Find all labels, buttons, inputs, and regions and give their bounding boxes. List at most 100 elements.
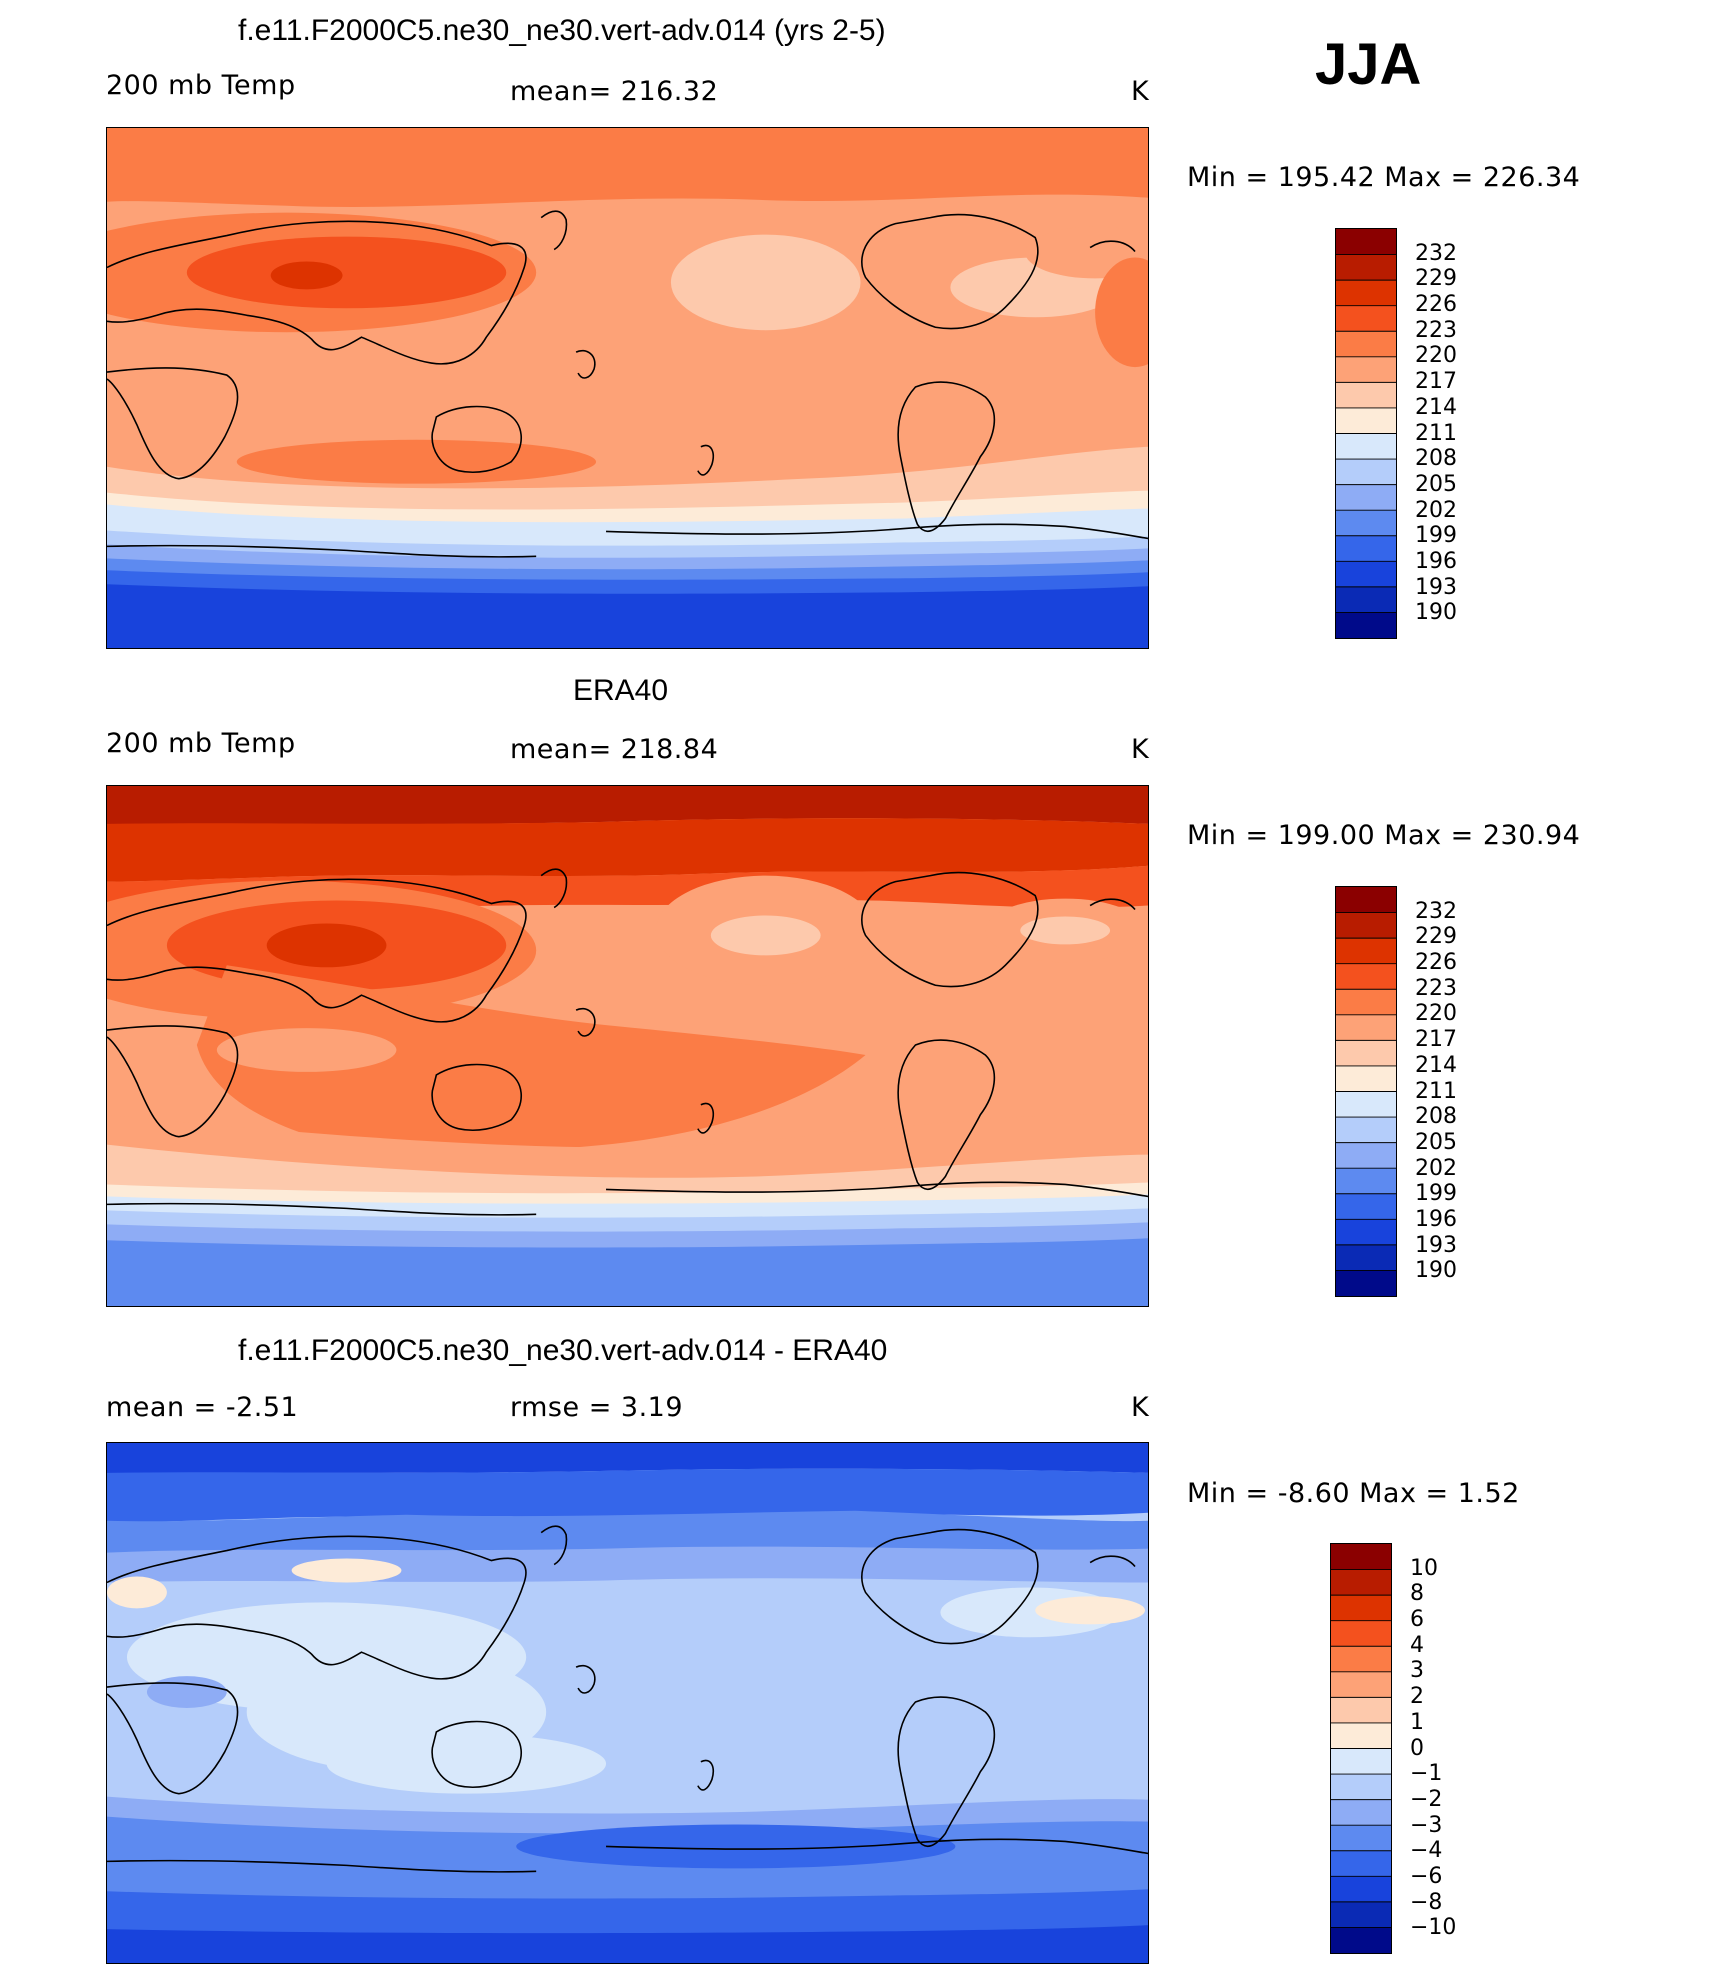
- colorbar-swatch: [1331, 1799, 1391, 1826]
- colorbar-tick-label: 211: [1415, 1078, 1457, 1104]
- colorbar-swatch: [1331, 1595, 1391, 1622]
- colorbar-swatch: [1336, 1168, 1396, 1195]
- colorbar-tick-label: 202: [1415, 1155, 1457, 1181]
- colorbar-tick-label: −4: [1410, 1838, 1443, 1864]
- colorbar-swatch: [1331, 1850, 1391, 1877]
- colorbar-swatch: [1336, 433, 1396, 460]
- panel-3-map: [106, 1442, 1149, 1964]
- colorbar-swatch: [1336, 459, 1396, 486]
- colorbar-swatch: [1331, 1544, 1391, 1571]
- colorbar-swatch: [1336, 1117, 1396, 1144]
- panel-1-title: f.e11.F2000C5.ne30_ne30.vert-adv.014 (yr…: [238, 14, 886, 47]
- panel-2-mean-label: mean= 218.84: [510, 734, 719, 765]
- colorbar-swatch: [1336, 912, 1396, 939]
- colorbar-swatch: [1336, 1040, 1396, 1067]
- colorbar-tick-label: 1: [1410, 1709, 1424, 1735]
- colorbar-tick-label: −2: [1410, 1786, 1443, 1812]
- colorbar-swatch: [1331, 1671, 1391, 1698]
- colorbar-swatch: [1336, 1014, 1396, 1041]
- colorbar-tick-label: 199: [1415, 523, 1457, 549]
- colorbar-tick-label: 2: [1410, 1684, 1424, 1710]
- colorbar-tick-label: 4: [1410, 1632, 1424, 1658]
- colorbar-swatch: [1336, 229, 1396, 256]
- colorbar-tick-label: 229: [1415, 266, 1457, 292]
- colorbar-swatch: [1331, 1748, 1391, 1775]
- colorbar-swatch: [1331, 1876, 1391, 1903]
- colorbar-swatch: [1336, 305, 1396, 332]
- colorbar-swatch: [1336, 1091, 1396, 1118]
- colorbar-swatch: [1336, 938, 1396, 965]
- panel-2-map: [106, 785, 1149, 1307]
- colorbar-swatch: [1331, 1722, 1391, 1749]
- panel-2-colorbar: [1335, 886, 1397, 1297]
- panel-1-mean-label: mean= 216.32: [510, 76, 719, 107]
- panel-2-minmax: Min = 199.00 Max = 230.94: [1187, 820, 1581, 851]
- colorbar-tick-label: 232: [1415, 240, 1457, 266]
- colorbar-swatch: [1336, 887, 1396, 914]
- colorbar-tick-label: 205: [1415, 471, 1457, 497]
- panel-3-colorbar: [1330, 1543, 1392, 1954]
- colorbar-tick-label: 193: [1415, 574, 1457, 600]
- colorbar-swatch: [1336, 407, 1396, 434]
- panel-1-minmax: Min = 195.42 Max = 226.34: [1187, 162, 1581, 193]
- colorbar-tick-label: 220: [1415, 1001, 1457, 1027]
- colorbar-tick-label: −6: [1410, 1863, 1443, 1889]
- colorbar-swatch: [1336, 1219, 1396, 1246]
- colorbar-swatch: [1331, 1620, 1391, 1647]
- colorbar-swatch: [1336, 1142, 1396, 1169]
- colorbar-swatch: [1336, 586, 1396, 613]
- colorbar-tick-label: −8: [1410, 1889, 1443, 1915]
- colorbar-tick-label: 10: [1410, 1555, 1438, 1581]
- colorbar-swatch: [1331, 1774, 1391, 1801]
- panel-1-variable-label: 200 mb Temp: [106, 70, 296, 101]
- colorbar-swatch: [1331, 1646, 1391, 1673]
- colorbar-swatch: [1331, 1927, 1391, 1953]
- colorbar-tick-label: 226: [1415, 950, 1457, 976]
- colorbar-tick-label: −1: [1410, 1761, 1443, 1787]
- panel-3-minmax: Min = -8.60 Max = 1.52: [1187, 1478, 1520, 1509]
- colorbar-swatch: [1336, 280, 1396, 307]
- colorbar-swatch: [1331, 1825, 1391, 1852]
- colorbar-tick-label: 6: [1410, 1607, 1424, 1633]
- colorbar-tick-label: −3: [1410, 1812, 1443, 1838]
- colorbar-tick-label: 193: [1415, 1232, 1457, 1258]
- colorbar-swatch: [1336, 331, 1396, 358]
- colorbar-tick-label: 214: [1415, 1052, 1457, 1078]
- colorbar-swatch: [1336, 1244, 1396, 1271]
- colorbar-tick-label: 229: [1415, 924, 1457, 950]
- colorbar-swatch: [1336, 1193, 1396, 1220]
- colorbar-swatch: [1336, 1065, 1396, 1092]
- colorbar-swatch: [1331, 1901, 1391, 1928]
- panel-1-colorbar: [1335, 228, 1397, 639]
- colorbar-swatch: [1336, 612, 1396, 638]
- panel-3-units: K: [1131, 1392, 1150, 1423]
- panel-2-title: ERA40: [573, 674, 669, 707]
- colorbar-swatch: [1331, 1569, 1391, 1596]
- colorbar-swatch: [1336, 561, 1396, 588]
- colorbar-tick-label: 217: [1415, 369, 1457, 395]
- colorbar-swatch: [1336, 356, 1396, 383]
- panel-1-map: [106, 127, 1149, 649]
- colorbar-swatch: [1336, 1270, 1396, 1296]
- colorbar-tick-label: 196: [1415, 1206, 1457, 1232]
- colorbar-swatch: [1336, 254, 1396, 281]
- panel-3-title: f.e11.F2000C5.ne30_ne30.vert-adv.014 - E…: [238, 1334, 888, 1367]
- colorbar-swatch: [1331, 1697, 1391, 1724]
- colorbar-swatch: [1336, 382, 1396, 409]
- colorbar-swatch: [1336, 510, 1396, 537]
- colorbar-tick-label: 223: [1415, 317, 1457, 343]
- colorbar-swatch: [1336, 484, 1396, 511]
- panel-1-units: K: [1131, 76, 1150, 107]
- colorbar-tick-label: 214: [1415, 394, 1457, 420]
- colorbar-tick-label: 199: [1415, 1181, 1457, 1207]
- colorbar-tick-label: 190: [1415, 600, 1457, 626]
- colorbar-tick-label: 220: [1415, 343, 1457, 369]
- colorbar-swatch: [1336, 989, 1396, 1016]
- panel-2-units: K: [1131, 734, 1150, 765]
- colorbar-tick-label: 217: [1415, 1027, 1457, 1053]
- colorbar-tick-label: 208: [1415, 446, 1457, 472]
- colorbar-tick-label: 232: [1415, 898, 1457, 924]
- colorbar-tick-label: 0: [1410, 1735, 1424, 1761]
- panel-3-mean-label: mean = -2.51: [106, 1392, 299, 1423]
- colorbar-tick-label: 226: [1415, 292, 1457, 318]
